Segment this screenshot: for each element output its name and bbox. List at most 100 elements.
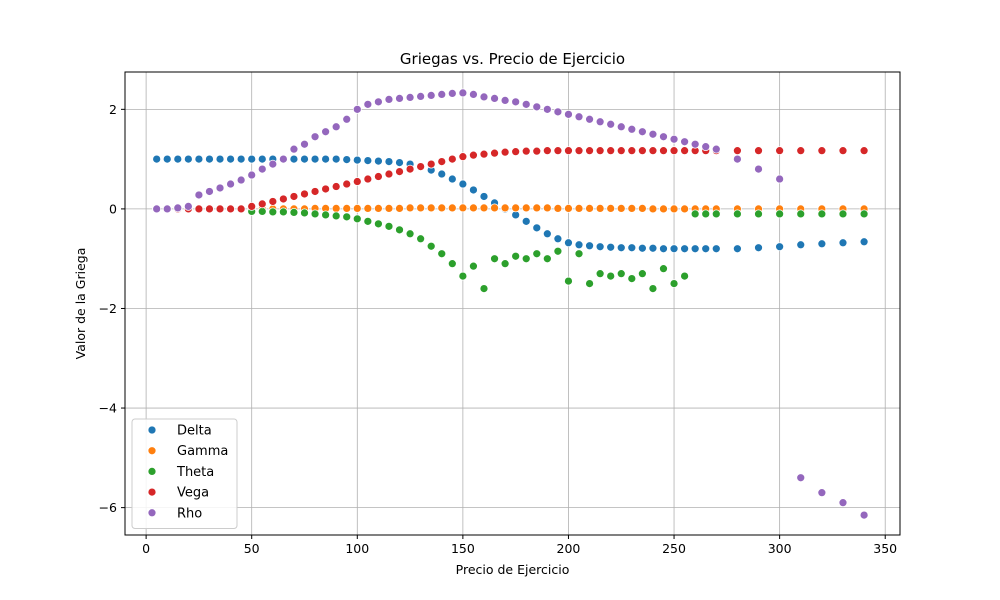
delta-point	[690, 244, 700, 254]
theta-point	[511, 251, 521, 261]
delta-point	[363, 156, 373, 165]
theta-point	[279, 207, 288, 217]
theta-point	[352, 214, 362, 224]
theta-point	[342, 212, 352, 222]
rho-point	[511, 97, 521, 107]
gamma-point	[542, 203, 552, 213]
vega-point	[627, 146, 637, 156]
theta-point	[838, 209, 848, 219]
delta-point	[796, 240, 806, 250]
vega-point	[838, 146, 848, 156]
delta-point	[173, 154, 183, 164]
vega-point	[384, 169, 394, 179]
rho-point	[469, 90, 478, 99]
rho-point	[162, 204, 172, 214]
vega-point	[616, 146, 626, 156]
legend-marker-vega	[147, 487, 157, 497]
vega-point	[648, 146, 658, 156]
rho-point	[416, 92, 426, 101]
gamma-point	[637, 204, 647, 213]
rho-point	[669, 134, 679, 144]
delta-point	[680, 244, 689, 254]
rho-point	[289, 144, 299, 154]
vega-point	[458, 152, 468, 162]
legend-box	[131, 418, 238, 529]
x-tick-label: 100	[345, 541, 369, 556]
y-tick-label: 0	[109, 201, 117, 216]
rho-point	[775, 174, 785, 184]
theta-point	[733, 209, 742, 219]
delta-point	[226, 154, 235, 164]
plot-frame	[124, 71, 901, 536]
vega-point	[637, 146, 647, 156]
legend-label-gamma: Gamma	[177, 444, 228, 459]
legend-label-vega: Vega	[177, 486, 209, 501]
vega-point	[342, 179, 352, 189]
theta-point	[257, 207, 267, 216]
y-axis-label: Valor de la Griega	[73, 248, 88, 360]
gamma-point	[469, 203, 478, 213]
gamma-point	[585, 204, 594, 213]
delta-point	[669, 244, 679, 254]
delta-point	[194, 154, 204, 164]
vega-point	[479, 149, 489, 159]
legend-marker-gamma	[147, 446, 157, 456]
axis-ticks: 0 50 100 150 200 250 300 350 −6 −4 −2 0 2	[99, 102, 898, 556]
vega-point	[595, 146, 605, 156]
rho-point	[183, 202, 193, 211]
vega-point	[859, 146, 869, 156]
delta-point	[648, 243, 658, 253]
delta-point	[437, 169, 447, 179]
legend-label-rho: Rho	[177, 506, 202, 521]
delta-point	[183, 154, 193, 164]
vega-point	[321, 184, 330, 194]
vega-point	[447, 154, 457, 164]
x-tick-label: 0	[142, 541, 150, 556]
rho-point	[384, 95, 394, 104]
gamma-point	[627, 204, 637, 213]
theta-point	[553, 246, 563, 256]
rho-point	[838, 498, 848, 508]
gamma-point	[521, 203, 531, 213]
gamma-point	[384, 204, 394, 213]
delta-point	[395, 158, 404, 167]
delta-point	[659, 244, 668, 254]
theta-point	[300, 208, 309, 218]
y-tick-label: 2	[109, 102, 117, 117]
rho-point	[215, 183, 225, 193]
rho-point	[437, 90, 447, 99]
rho-point	[405, 93, 415, 102]
legend: Delta Gamma Theta Vega Rho	[131, 418, 238, 529]
x-axis-label: Precio de Ejercicio	[456, 562, 570, 577]
rho-point	[236, 175, 246, 185]
delta-point	[859, 237, 869, 247]
vega-point	[564, 146, 573, 156]
rho-point	[279, 154, 288, 164]
gamma-point	[648, 204, 658, 214]
delta-point	[595, 242, 605, 252]
rho-point	[701, 142, 711, 152]
vega-point	[680, 146, 689, 156]
rho-point	[680, 137, 689, 147]
theta-point	[268, 207, 278, 217]
rho-point	[595, 117, 605, 127]
vega-point	[817, 146, 827, 156]
delta-point	[289, 154, 299, 164]
legend-label-theta: Theta	[176, 465, 214, 480]
theta-point	[637, 269, 647, 279]
vega-point	[437, 157, 447, 166]
gamma-point	[680, 204, 689, 214]
theta-point	[775, 209, 785, 219]
legend-marker-delta	[147, 425, 157, 435]
rho-point	[733, 154, 742, 164]
gamma-point	[352, 204, 362, 213]
rho-point	[173, 203, 183, 213]
rho-point	[542, 104, 552, 114]
gamma-point	[669, 204, 679, 214]
delta-point	[205, 154, 214, 164]
delta-point	[532, 223, 542, 233]
legend-marker-theta	[147, 467, 157, 476]
rho-point	[817, 488, 827, 498]
vega-point	[585, 146, 594, 156]
vega-point	[194, 204, 204, 214]
